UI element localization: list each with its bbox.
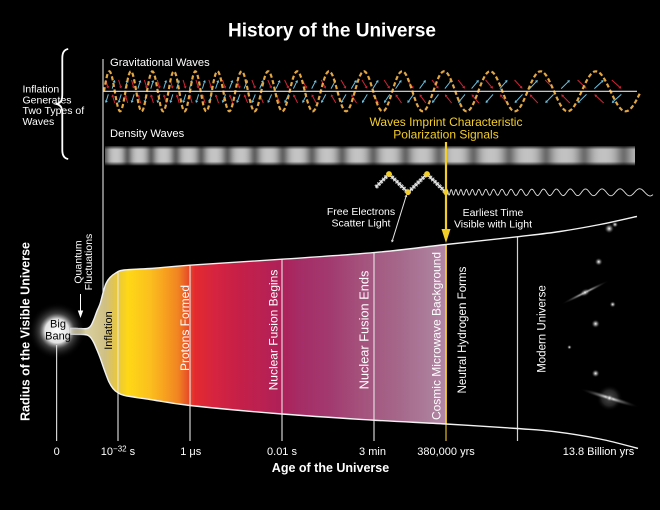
svg-text:Modern Universe: Modern Universe xyxy=(537,285,549,373)
svg-text:Visible with Light: Visible with Light xyxy=(454,219,532,231)
svg-text:Big: Big xyxy=(50,319,66,331)
svg-text:3 min: 3 min xyxy=(359,446,386,458)
svg-text:Age of the Universe: Age of the Universe xyxy=(272,461,389,475)
svg-text:Neutral Hydrogen Forms: Neutral Hydrogen Forms xyxy=(456,266,469,393)
svg-text:Waves: Waves xyxy=(23,116,55,128)
svg-text:0: 0 xyxy=(54,446,60,458)
svg-text:Nuclear Fusion Ends: Nuclear Fusion Ends xyxy=(357,271,372,390)
svg-text:Inflation: Inflation xyxy=(103,311,115,350)
svg-text:10−32 s: 10−32 s xyxy=(101,445,136,459)
svg-text:Inflation: Inflation xyxy=(23,84,60,96)
svg-text:Two Types of: Two Types of xyxy=(23,105,85,117)
svg-text:Cosmic Microwave Background: Cosmic Microwave Background xyxy=(430,252,444,420)
svg-text:1 μs: 1 μs xyxy=(180,446,202,458)
svg-text:Protons Formed: Protons Formed xyxy=(178,285,192,371)
svg-text:13.8 Billion yrs: 13.8 Billion yrs xyxy=(563,446,635,458)
svg-text:Bang: Bang xyxy=(45,331,71,343)
svg-text:Fluctuations: Fluctuations xyxy=(83,234,95,291)
svg-text:Gravitational Waves: Gravitational Waves xyxy=(110,57,210,69)
svg-text:Density Waves: Density Waves xyxy=(110,128,185,140)
svg-text:Polarization Signals: Polarization Signals xyxy=(393,128,498,142)
svg-text:0.01 s: 0.01 s xyxy=(267,446,297,458)
svg-text:380,000 yrs: 380,000 yrs xyxy=(417,446,475,458)
svg-text:Free Electrons: Free Electrons xyxy=(327,206,395,218)
svg-text:History of the Universe: History of the Universe xyxy=(228,21,436,42)
svg-text:Earliest Time: Earliest Time xyxy=(463,207,524,219)
svg-text:Waves Imprint Characteristic: Waves Imprint Characteristic xyxy=(370,115,523,129)
svg-text:Radius of the Visible Universe: Radius of the Visible Universe xyxy=(19,242,33,421)
svg-text:Nuclear Fusion Begins: Nuclear Fusion Begins xyxy=(267,270,281,391)
svg-text:Quantum: Quantum xyxy=(73,240,85,283)
svg-text:Scatter Light: Scatter Light xyxy=(332,218,391,230)
